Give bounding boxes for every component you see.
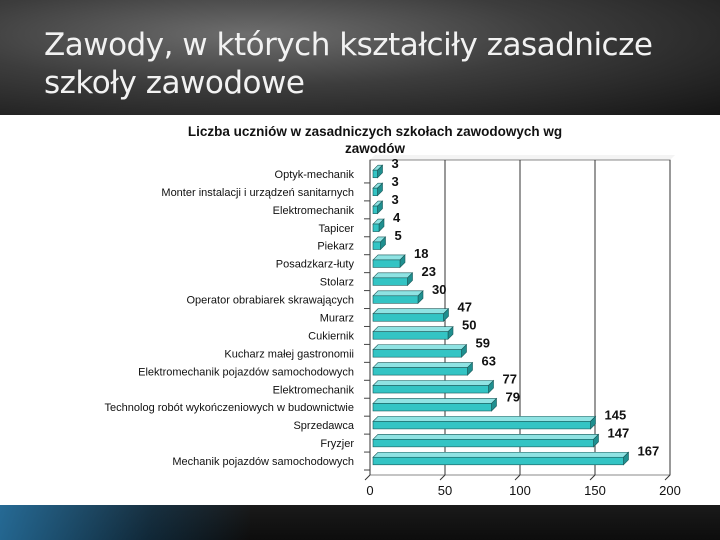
y-tick-label: Sprzedawca: [293, 420, 354, 432]
x-tick-label: 150: [584, 483, 606, 498]
y-tick-label: Fryzjer: [320, 438, 354, 450]
x-gridline-floor: [439, 474, 446, 481]
bar: [372, 349, 462, 358]
bar: [372, 223, 380, 232]
y-tick-label: Elektromechanik: [273, 384, 355, 396]
bar-top: [372, 451, 630, 458]
y-tick-label: Tapicer: [319, 223, 355, 235]
bar: [372, 205, 378, 214]
bar: [372, 385, 489, 394]
y-tick-label: Optyk-mechanik: [275, 169, 355, 181]
footer-accent: [0, 505, 250, 540]
bar: [372, 295, 419, 304]
bar: [372, 313, 444, 322]
y-tick-label: Kucharz małej gastronomii: [224, 348, 354, 360]
bar-top: [372, 254, 406, 261]
x-tick-label: 50: [438, 483, 452, 498]
data-label: 59: [476, 336, 490, 351]
data-label: 47: [458, 300, 472, 315]
y-tick-label: Posadzkarz-łuty: [276, 259, 355, 271]
data-label: 79: [506, 389, 520, 404]
bar: [372, 367, 468, 376]
data-label: 3: [392, 192, 399, 207]
y-tick-label: Elektromechanik pojazdów samochodowych: [138, 366, 354, 378]
x-gridline-floor: [514, 474, 521, 481]
bar: [372, 187, 378, 196]
bar-chart: Liczba uczniów w zasadniczych szkołach z…: [105, 124, 681, 498]
y-tick-label: Stolarz: [320, 277, 354, 289]
plot-area: 0 50 100 150 200 3 Optyk-mechanik 3 Monter insta…: [105, 155, 681, 498]
x-tick-label: 200: [659, 483, 681, 498]
bar-top: [372, 380, 495, 386]
y-tick-label: Operator obrabiarek skrawających: [186, 295, 354, 307]
chart-title-line-2: zawodów: [345, 141, 405, 156]
bar: [372, 421, 591, 430]
bar-top: [372, 290, 424, 297]
bar-top: [372, 398, 498, 404]
bar-top: [372, 434, 600, 440]
bar: [372, 456, 624, 466]
x-gridline-floor: [589, 474, 596, 481]
bar-top: [372, 308, 450, 315]
data-label: 167: [638, 443, 660, 458]
y-tick-label: Technolog robót wykończeniowych w budown…: [105, 402, 354, 414]
data-label: 3: [392, 174, 399, 189]
slide-title-line-1: Zawody, w których kształciły zasadnicze: [44, 27, 653, 63]
bar: [372, 403, 492, 412]
plot-top-wall: [370, 155, 675, 160]
slide-title-line-2: szkoły zawodowe: [44, 65, 305, 101]
chart-title-line-1: Liczba uczniów w zasadniczych szkołach z…: [188, 124, 562, 139]
bar: [372, 331, 449, 340]
title-band: [0, 0, 720, 115]
x-gridline-floor: [364, 474, 371, 481]
x-tick-label: 100: [509, 483, 531, 498]
bar-top: [372, 416, 597, 422]
bar-top: [372, 344, 468, 350]
data-label: 23: [422, 264, 436, 279]
data-label: 4: [393, 210, 401, 225]
slide-title: Zawody, w których kształciły zasadnicze …: [44, 26, 704, 102]
bar: [372, 277, 408, 286]
y-tick-label: Mechanik pojazdów samochodowych: [172, 456, 354, 468]
bar-top: [372, 272, 414, 279]
bar: [372, 439, 594, 448]
y-tick-label: Murarz: [320, 313, 354, 325]
bar: [372, 241, 381, 250]
y-tick-label: Cukiernik: [308, 330, 354, 342]
x-gridline-floor: [664, 474, 671, 481]
bar-top: [372, 362, 474, 368]
data-label: 30: [432, 282, 446, 297]
y-tick-label: Elektromechanik: [273, 205, 355, 217]
data-label: 147: [608, 425, 630, 440]
data-label: 18: [414, 246, 428, 261]
y-tick-label: Piekarz: [317, 241, 354, 253]
data-label: 5: [395, 228, 402, 243]
y-tick-label: Monter instalacji i urządzeń sanitarnych: [161, 187, 354, 199]
bar: [372, 259, 401, 268]
bar-top: [372, 326, 454, 332]
data-label: 50: [462, 318, 476, 333]
data-label: 77: [503, 371, 517, 386]
x-tick-label: 0: [366, 483, 373, 498]
bar: [372, 169, 378, 179]
data-label: 145: [605, 407, 627, 422]
data-label: 3: [392, 156, 399, 171]
data-label: 63: [482, 354, 496, 369]
